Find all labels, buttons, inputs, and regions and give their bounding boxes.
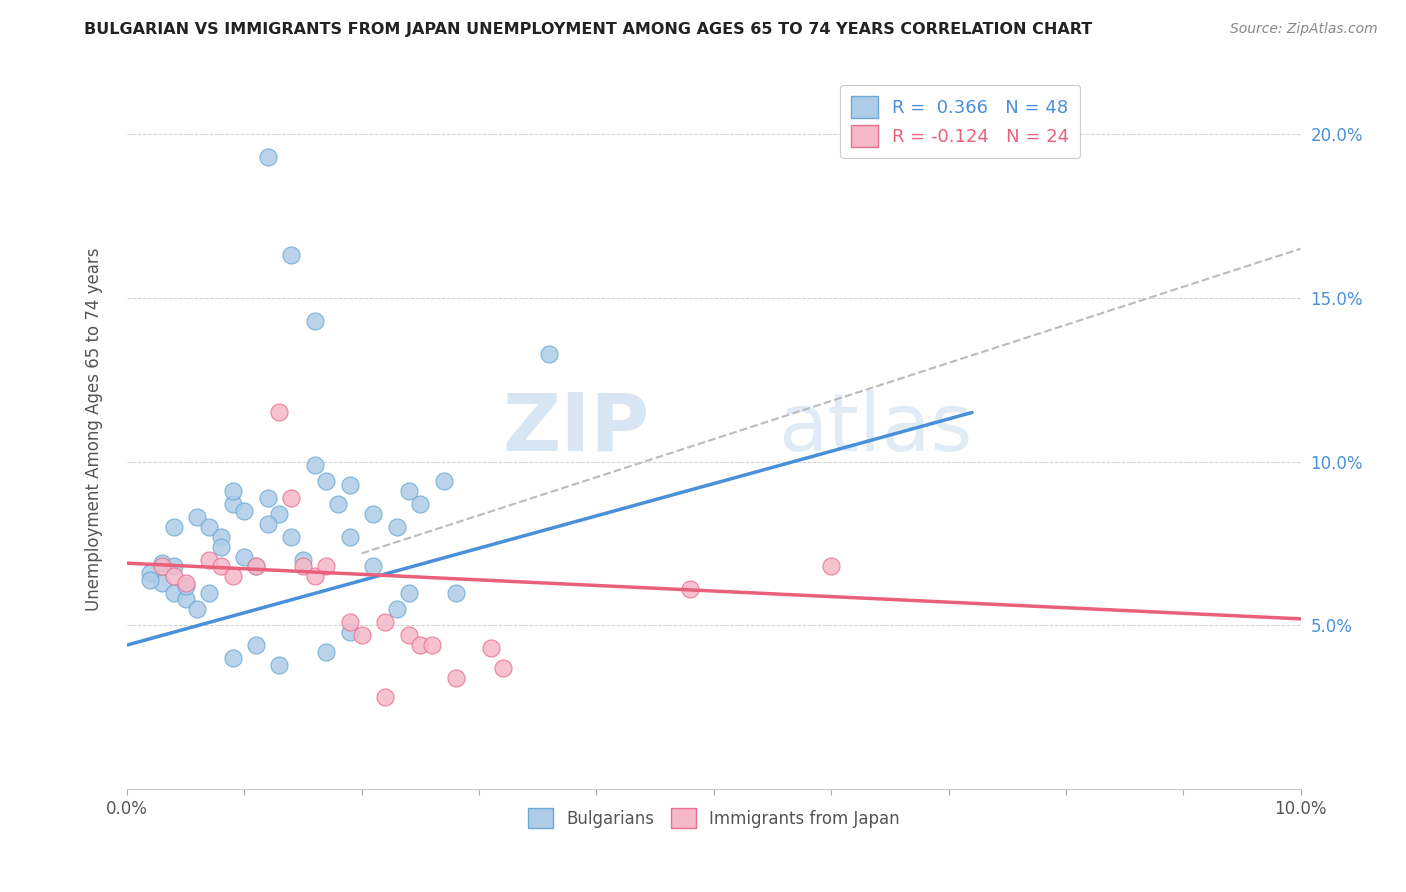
Point [150, 575, 173, 590]
Point [198, 585, 221, 599]
Point [163, 520, 186, 534]
Point [304, 458, 326, 472]
Point [256, 516, 278, 531]
Text: ZIP: ZIP [502, 390, 650, 468]
Point [679, 582, 702, 597]
Point [221, 497, 243, 511]
Point [339, 477, 361, 491]
Point [385, 520, 408, 534]
Point [163, 585, 186, 599]
Point [256, 491, 278, 505]
Point [269, 657, 291, 672]
Text: atlas: atlas [779, 390, 973, 468]
Point [491, 661, 513, 675]
Point [444, 671, 467, 685]
Point [363, 507, 385, 521]
Point [163, 559, 186, 574]
Point [221, 484, 243, 499]
Point [280, 248, 302, 262]
Point [350, 628, 373, 642]
Point [328, 497, 350, 511]
Point [233, 549, 256, 564]
Point [291, 559, 314, 574]
Point [339, 615, 361, 629]
Point [256, 150, 278, 164]
Point [209, 530, 232, 544]
Point [233, 504, 256, 518]
Point [245, 559, 267, 574]
Point [444, 585, 467, 599]
Point [174, 575, 197, 590]
Point [174, 592, 197, 607]
Point [221, 651, 243, 665]
Point [304, 569, 326, 583]
Point [209, 540, 232, 554]
Point [198, 520, 221, 534]
Point [269, 405, 291, 419]
Point [139, 573, 162, 587]
Point [820, 559, 842, 574]
Point [291, 553, 314, 567]
Point [339, 624, 361, 639]
Point [420, 638, 443, 652]
Point [198, 553, 221, 567]
Point [315, 559, 337, 574]
Point [538, 346, 561, 360]
Point [186, 602, 208, 616]
Point [304, 314, 326, 328]
Point [245, 559, 267, 574]
Point [398, 585, 420, 599]
Point [409, 638, 432, 652]
Point [433, 475, 456, 489]
Y-axis label: Unemployment Among Ages 65 to 74 years: Unemployment Among Ages 65 to 74 years [86, 247, 103, 611]
Point [374, 690, 396, 705]
Point [209, 559, 232, 574]
Point [280, 530, 302, 544]
Text: Source: ZipAtlas.com: Source: ZipAtlas.com [1230, 22, 1378, 37]
Point [479, 641, 502, 656]
Text: BULGARIAN VS IMMIGRANTS FROM JAPAN UNEMPLOYMENT AMONG AGES 65 TO 74 YEARS CORREL: BULGARIAN VS IMMIGRANTS FROM JAPAN UNEMP… [84, 22, 1092, 37]
Point [186, 510, 208, 524]
Point [280, 491, 302, 505]
Point [374, 615, 396, 629]
Point [139, 566, 162, 580]
Point [315, 475, 337, 489]
Point [221, 569, 243, 583]
Point [163, 569, 186, 583]
Point [398, 628, 420, 642]
Legend: Bulgarians, Immigrants from Japan: Bulgarians, Immigrants from Japan [522, 801, 907, 835]
Point [398, 484, 420, 499]
Point [174, 579, 197, 593]
Point [150, 556, 173, 570]
Point [363, 559, 385, 574]
Point [315, 645, 337, 659]
Point [385, 602, 408, 616]
Point [150, 559, 173, 574]
Point [269, 507, 291, 521]
Point [245, 638, 267, 652]
Point [339, 530, 361, 544]
Point [409, 497, 432, 511]
